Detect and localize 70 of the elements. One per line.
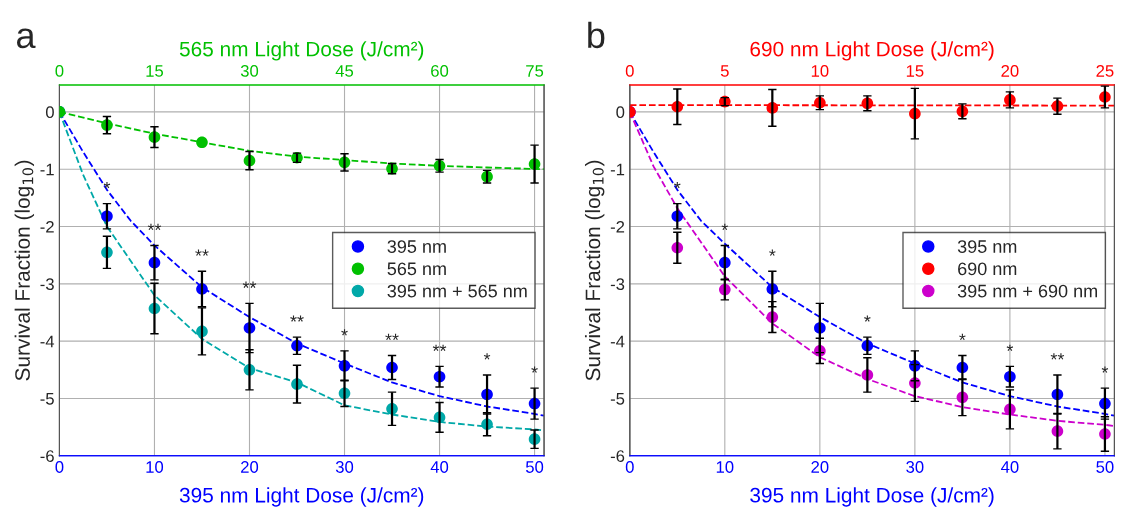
annotation: **: [195, 249, 209, 256]
annotation: *: [483, 353, 491, 360]
annotation: *: [674, 181, 681, 189]
chart-title: b: [588, 21, 605, 49]
y-tick-label: -4: [40, 335, 55, 348]
annotation: **: [290, 315, 304, 322]
x2-tick-label: 5: [720, 65, 729, 77]
y-tick-label: -4: [610, 335, 625, 348]
chart-title: a: [17, 28, 36, 49]
annotation: *: [959, 333, 966, 341]
annotation: *: [103, 181, 111, 189]
legend-label: 690 nm: [958, 262, 1017, 276]
x-tick-label: 10: [146, 461, 164, 473]
annotation: *: [864, 315, 871, 322]
x-tick-label: 0: [55, 461, 64, 473]
x2-tick-label: 0: [625, 65, 634, 77]
x2-tick-label: 45: [335, 65, 354, 77]
legend-label: 395 nm: [957, 240, 1017, 253]
y-tick-label: -1: [40, 163, 54, 176]
x-tick-label: 30: [906, 461, 924, 473]
y-tick-label: -5: [40, 393, 54, 405]
y-tick-label: -2: [610, 220, 625, 233]
x-tick-label: 20: [241, 461, 259, 473]
legend-label: 395 nm + 565 nm: [387, 284, 527, 298]
x-tick-label: 20: [811, 461, 829, 473]
y-tick-label: -3: [610, 278, 625, 291]
annotation: *: [1006, 344, 1014, 351]
x2-tick-label: 75: [526, 65, 544, 77]
y-tick-label: -3: [40, 278, 54, 291]
x-tick-label: 50: [1096, 461, 1114, 473]
y-tick-label: -2: [40, 220, 54, 233]
y-tick-label: 0: [45, 106, 54, 119]
annotation: *: [341, 329, 348, 336]
x2-tick-label: 0: [55, 65, 64, 77]
y-tick-label: -5: [610, 393, 625, 405]
x2-axis-title: 565 nm Light Dose (J/cm²): [179, 41, 424, 61]
y-tick-label: -6: [610, 450, 625, 462]
x-tick-label: 0: [625, 461, 634, 473]
x-axis-title: 395 nm Light Dose (J/cm²): [179, 487, 424, 507]
x2-tick-label: 30: [240, 65, 259, 77]
x2-tick-label: 25: [1096, 65, 1114, 77]
y-tick-label: -1: [610, 163, 625, 176]
legend-label: 395 nm: [387, 240, 446, 253]
x2-tick-label: 15: [146, 65, 164, 77]
y-axis-title: Survival Fraction (log$_{10}$): [584, 160, 605, 381]
x-axis-title: 395 nm Light Dose (J/cm²): [750, 487, 994, 507]
legend-label: 565 nm: [387, 262, 446, 276]
annotation: *: [721, 223, 729, 231]
annotation: **: [432, 344, 447, 351]
x-tick-label: 30: [335, 461, 354, 473]
annotation: **: [385, 333, 399, 341]
annotation: *: [769, 249, 776, 256]
x2-tick-label: 10: [811, 65, 829, 77]
annotation: **: [147, 223, 162, 231]
y-axis-title: Survival Fraction (log$_{10}$): [14, 160, 35, 381]
x2-axis-title: 690 nm Light Dose (J/cm²): [750, 41, 994, 61]
x-tick-label: 50: [525, 461, 544, 473]
x2-tick-label: 15: [906, 65, 924, 77]
x-tick-label: 40: [430, 461, 449, 473]
x-tick-label: 40: [1001, 461, 1019, 473]
annotation: **: [1050, 353, 1065, 360]
x2-tick-label: 20: [1001, 65, 1019, 77]
annotation: *: [1101, 366, 1109, 373]
x-tick-label: 10: [716, 461, 734, 473]
annotation: **: [242, 281, 257, 288]
y-tick-label: 0: [616, 106, 625, 119]
annotation: *: [531, 366, 538, 373]
x2-tick-label: 60: [431, 65, 449, 77]
y-tick-label: -6: [40, 450, 54, 462]
legend-label: 395 nm + 690 nm: [957, 284, 1097, 298]
